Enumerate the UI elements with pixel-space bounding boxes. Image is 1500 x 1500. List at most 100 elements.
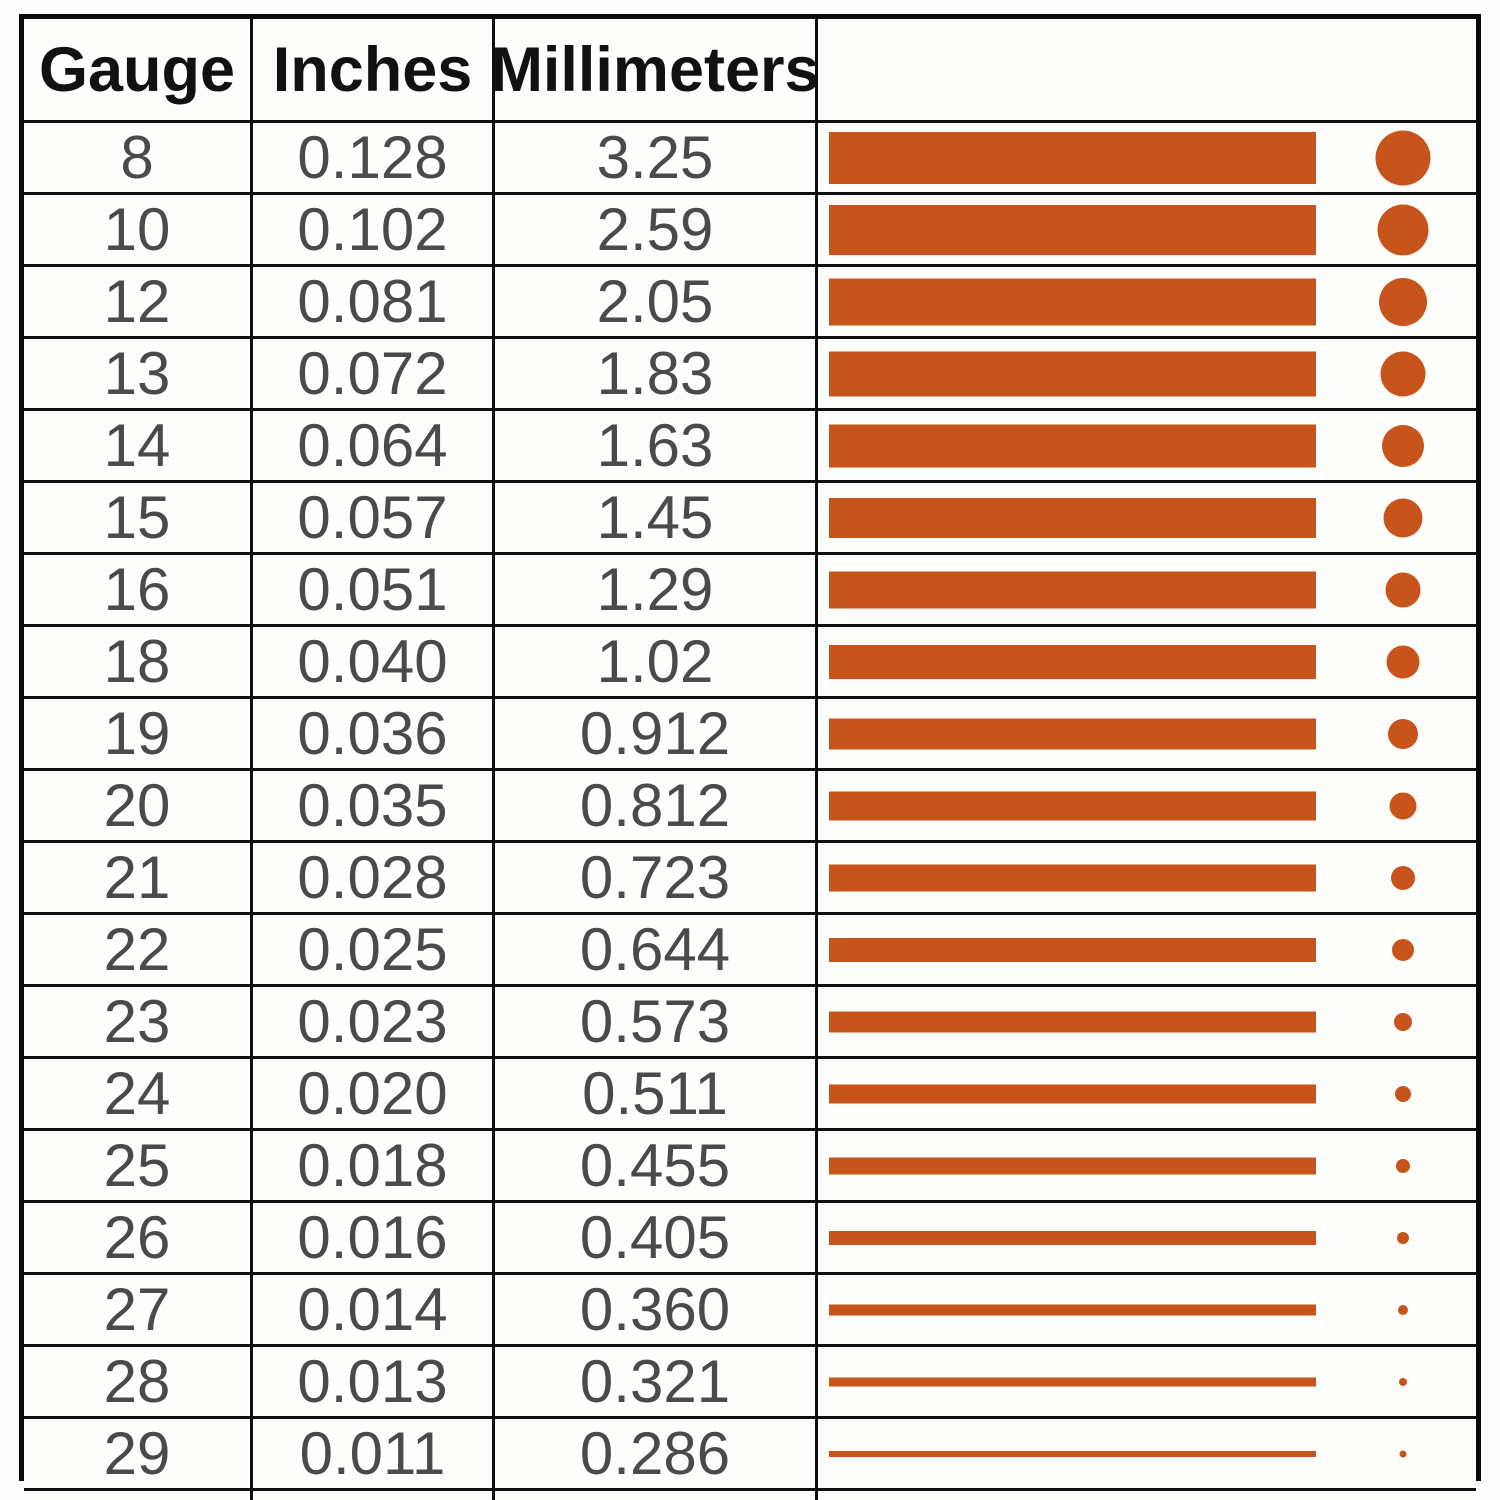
wire-diameter-dot [1375, 130, 1431, 185]
wire-thickness-bar [829, 864, 1316, 891]
millimeters-value: 0.360 [495, 1275, 818, 1347]
millimeters-value: 1.83 [495, 339, 818, 411]
millimeters-value: 0.644 [495, 915, 818, 987]
gauge-table: Gauge Inches Millimeters 8 0.128 3.25 10 0.1… [19, 14, 1481, 1500]
inches-value: 0.023 [253, 987, 495, 1059]
inches-value: 0.025 [253, 915, 495, 987]
wire-thickness-bar [829, 937, 1316, 962]
wire-thickness-bar [829, 1230, 1316, 1245]
wire-size-visual [818, 555, 1476, 627]
wire-size-visual [818, 1491, 1476, 1500]
wire-diameter-dot [1398, 1304, 1408, 1315]
wire-thickness-bar [829, 1450, 1316, 1457]
inches-value: 0.102 [253, 195, 495, 267]
inches-value: 0.011 [253, 1419, 495, 1491]
wire-size-visual [818, 1419, 1476, 1491]
gauge-value: 27 [24, 1275, 253, 1347]
wire-thickness-bar [829, 571, 1316, 608]
millimeters-value: 0.321 [495, 1347, 818, 1419]
millimeters-value: 0.912 [495, 699, 818, 771]
gauge-value: 21 [24, 843, 253, 915]
wire-diameter-dot [1396, 1158, 1410, 1173]
inches-value: 0.128 [253, 123, 495, 195]
millimeters-value: 2.05 [495, 267, 818, 339]
gauge-value: 18 [24, 627, 253, 699]
gauge-value: 28 [24, 1347, 253, 1419]
inches-value: 0.016 [253, 1203, 495, 1275]
millimeters-value: 0.511 [495, 1059, 818, 1131]
wire-diameter-dot [1397, 1231, 1409, 1244]
wire-size-visual [818, 987, 1476, 1059]
wire-thickness-bar [829, 1157, 1316, 1174]
wire-size-visual [818, 915, 1476, 987]
gauge-value: 16 [24, 555, 253, 627]
wire-diameter-dot [1383, 498, 1423, 537]
gauge-value: 8 [24, 123, 253, 195]
inches-value: 0.072 [253, 339, 495, 411]
gauge-value: 14 [24, 411, 253, 483]
millimeters-value: 0.573 [495, 987, 818, 1059]
inches-value: 0.014 [253, 1275, 495, 1347]
wire-size-visual [818, 195, 1476, 267]
wire-thickness-bar [829, 644, 1316, 679]
gauge-value: 19 [24, 699, 253, 771]
wire-thickness-bar [829, 497, 1316, 538]
wire-diameter-dot [1399, 1377, 1407, 1386]
gauge-value: 15 [24, 483, 253, 555]
gauge-value: 26 [24, 1203, 253, 1275]
inches-value: 0.018 [253, 1131, 495, 1203]
inches-value: 0.028 [253, 843, 495, 915]
wire-size-visual [818, 267, 1476, 339]
inches-value: 0.051 [253, 555, 495, 627]
inches-value: 0.020 [253, 1059, 495, 1131]
wire-size-visual [818, 843, 1476, 915]
inches-value: 0.064 [253, 411, 495, 483]
millimeters-value: 1.63 [495, 411, 818, 483]
wire-diameter-dot [1389, 792, 1417, 819]
wire-diameter-dot [1392, 938, 1414, 961]
wire-thickness-bar [829, 1011, 1316, 1032]
millimeters-value: 0.255 [495, 1491, 818, 1500]
inches-value: 0.081 [253, 267, 495, 339]
millimeters-value: 1.29 [495, 555, 818, 627]
wire-diameter-dot [1382, 424, 1424, 467]
wire-size-visual [818, 1203, 1476, 1275]
wire-diameter-dot [1377, 204, 1429, 255]
gauge-value: 29 [24, 1419, 253, 1491]
wire-thickness-bar [829, 1304, 1316, 1315]
header-visual [818, 19, 1476, 123]
millimeters-value: 3.25 [495, 123, 818, 195]
millimeters-value: 0.405 [495, 1203, 818, 1275]
inches-value: 0.036 [253, 699, 495, 771]
header-inches: Inches [253, 19, 495, 123]
gauge-value: 30 [24, 1491, 253, 1500]
wire-diameter-dot [1395, 1085, 1411, 1102]
gauge-value: 25 [24, 1131, 253, 1203]
inches-value: 0.010 [253, 1491, 495, 1500]
inches-value: 0.057 [253, 483, 495, 555]
millimeters-value: 0.455 [495, 1131, 818, 1203]
gauge-value: 10 [24, 195, 253, 267]
millimeters-value: 1.45 [495, 483, 818, 555]
wire-size-visual [818, 123, 1476, 195]
wire-thickness-bar [829, 204, 1316, 255]
header-gauge: Gauge [24, 19, 253, 123]
wire-thickness-bar [829, 278, 1316, 325]
wire-size-visual [818, 699, 1476, 771]
wire-size-visual [818, 339, 1476, 411]
wire-size-visual [818, 627, 1476, 699]
header-millimeters: Millimeters [490, 19, 820, 123]
wire-size-visual [818, 1275, 1476, 1347]
wire-thickness-bar [829, 131, 1316, 184]
wire-diameter-dot [1385, 572, 1421, 607]
wire-diameter-dot [1379, 277, 1427, 326]
gauge-value: 23 [24, 987, 253, 1059]
wire-size-visual [818, 771, 1476, 843]
inches-value: 0.013 [253, 1347, 495, 1419]
wire-size-visual [818, 411, 1476, 483]
wire-diameter-dot [1394, 1012, 1412, 1031]
wire-diameter-dot [1388, 718, 1418, 749]
wire-diameter-dot [1399, 1450, 1407, 1457]
wire-thickness-bar [829, 791, 1316, 820]
gauge-value: 13 [24, 339, 253, 411]
